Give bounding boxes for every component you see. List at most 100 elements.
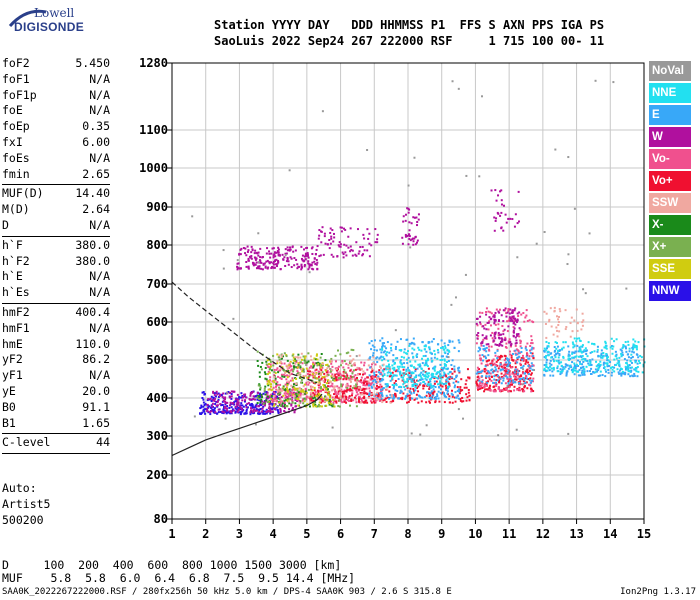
echo-point xyxy=(392,354,395,357)
echo-point xyxy=(572,369,575,372)
echo-point xyxy=(493,315,496,318)
echo-point xyxy=(552,368,555,371)
echo-point xyxy=(507,364,510,367)
echo-point xyxy=(490,361,493,364)
echo-point xyxy=(551,370,554,373)
echo-point xyxy=(399,338,402,341)
echo-point xyxy=(343,399,346,402)
echo-point xyxy=(419,375,422,378)
echo-point xyxy=(256,398,259,401)
param-value: 44 xyxy=(96,435,110,450)
echo-point xyxy=(202,405,205,408)
echo-point xyxy=(411,371,414,374)
echo-point xyxy=(596,345,599,348)
echo-point xyxy=(232,317,235,320)
echo-point xyxy=(417,379,420,382)
echo-point xyxy=(584,358,587,361)
echo-point xyxy=(431,386,434,389)
echo-point xyxy=(482,348,485,351)
echo-point xyxy=(224,396,227,399)
echo-point xyxy=(428,395,431,398)
echo-point xyxy=(241,399,244,402)
echo-point xyxy=(525,360,528,363)
echo-point xyxy=(443,395,446,398)
echo-point xyxy=(352,358,355,361)
echo-point xyxy=(276,262,279,265)
echo-point xyxy=(441,369,444,372)
echo-point xyxy=(543,369,546,372)
echo-point xyxy=(345,386,348,389)
echo-point xyxy=(430,396,433,399)
echo-point xyxy=(302,402,305,405)
echo-point xyxy=(277,405,280,408)
echo-point xyxy=(485,383,488,386)
echo-point xyxy=(212,408,215,411)
echo-point xyxy=(443,362,446,365)
echo-point xyxy=(276,383,279,386)
echo-point xyxy=(512,331,515,334)
echo-point xyxy=(338,398,341,401)
echo-point xyxy=(571,356,574,359)
echo-point xyxy=(264,410,267,413)
echo-point xyxy=(270,369,273,372)
echo-point xyxy=(511,218,514,221)
echo-point xyxy=(434,400,437,403)
echo-point xyxy=(514,381,517,384)
param-label: h`E xyxy=(2,269,23,284)
echo-point xyxy=(229,401,232,404)
echo-point xyxy=(299,400,302,403)
echo-point xyxy=(352,375,355,378)
echo-point xyxy=(393,382,396,385)
echo-point xyxy=(269,360,272,363)
echo-point xyxy=(279,268,282,271)
echo-point xyxy=(279,393,282,396)
echo-point xyxy=(295,392,298,395)
echo-point xyxy=(216,393,219,396)
echo-point xyxy=(515,378,518,381)
echo-point xyxy=(431,394,434,397)
echo-point xyxy=(456,390,459,393)
echo-point xyxy=(557,324,560,327)
echo-point xyxy=(341,251,344,254)
echo-point xyxy=(606,365,609,368)
echo-point xyxy=(333,393,336,396)
echo-point xyxy=(274,372,277,375)
echo-point xyxy=(270,397,273,400)
echo-point xyxy=(291,401,294,404)
echo-point xyxy=(438,386,441,389)
echo-point xyxy=(285,399,288,402)
echo-point xyxy=(485,376,488,379)
echo-point xyxy=(592,370,595,373)
echo-point xyxy=(274,385,277,388)
echo-point xyxy=(459,386,462,389)
echo-point xyxy=(347,235,350,238)
echo-point xyxy=(330,400,333,403)
echo-point xyxy=(230,395,233,398)
echo-point xyxy=(526,353,529,356)
echo-point xyxy=(313,260,316,263)
echo-point xyxy=(281,387,284,390)
echo-point xyxy=(295,258,298,261)
echo-point xyxy=(530,390,533,393)
echo-point xyxy=(440,377,443,380)
echo-point xyxy=(485,307,488,310)
param-row: fxI 6.00 xyxy=(2,135,110,151)
echo-point xyxy=(351,371,354,374)
echo-point xyxy=(355,387,358,390)
echo-point xyxy=(314,391,317,394)
echo-point xyxy=(478,368,481,371)
echo-point xyxy=(285,395,288,398)
echo-point xyxy=(278,354,281,357)
echo-point xyxy=(372,378,375,381)
echo-point xyxy=(596,348,599,351)
echo-point xyxy=(561,368,564,371)
echo-point xyxy=(366,392,369,395)
echo-point xyxy=(584,292,587,295)
echo-point xyxy=(332,388,335,391)
echo-point xyxy=(353,396,356,399)
echo-point xyxy=(440,339,443,342)
echo-point xyxy=(333,385,336,388)
echo-point xyxy=(298,364,301,367)
echo-point xyxy=(260,398,263,401)
echo-point xyxy=(260,368,263,371)
